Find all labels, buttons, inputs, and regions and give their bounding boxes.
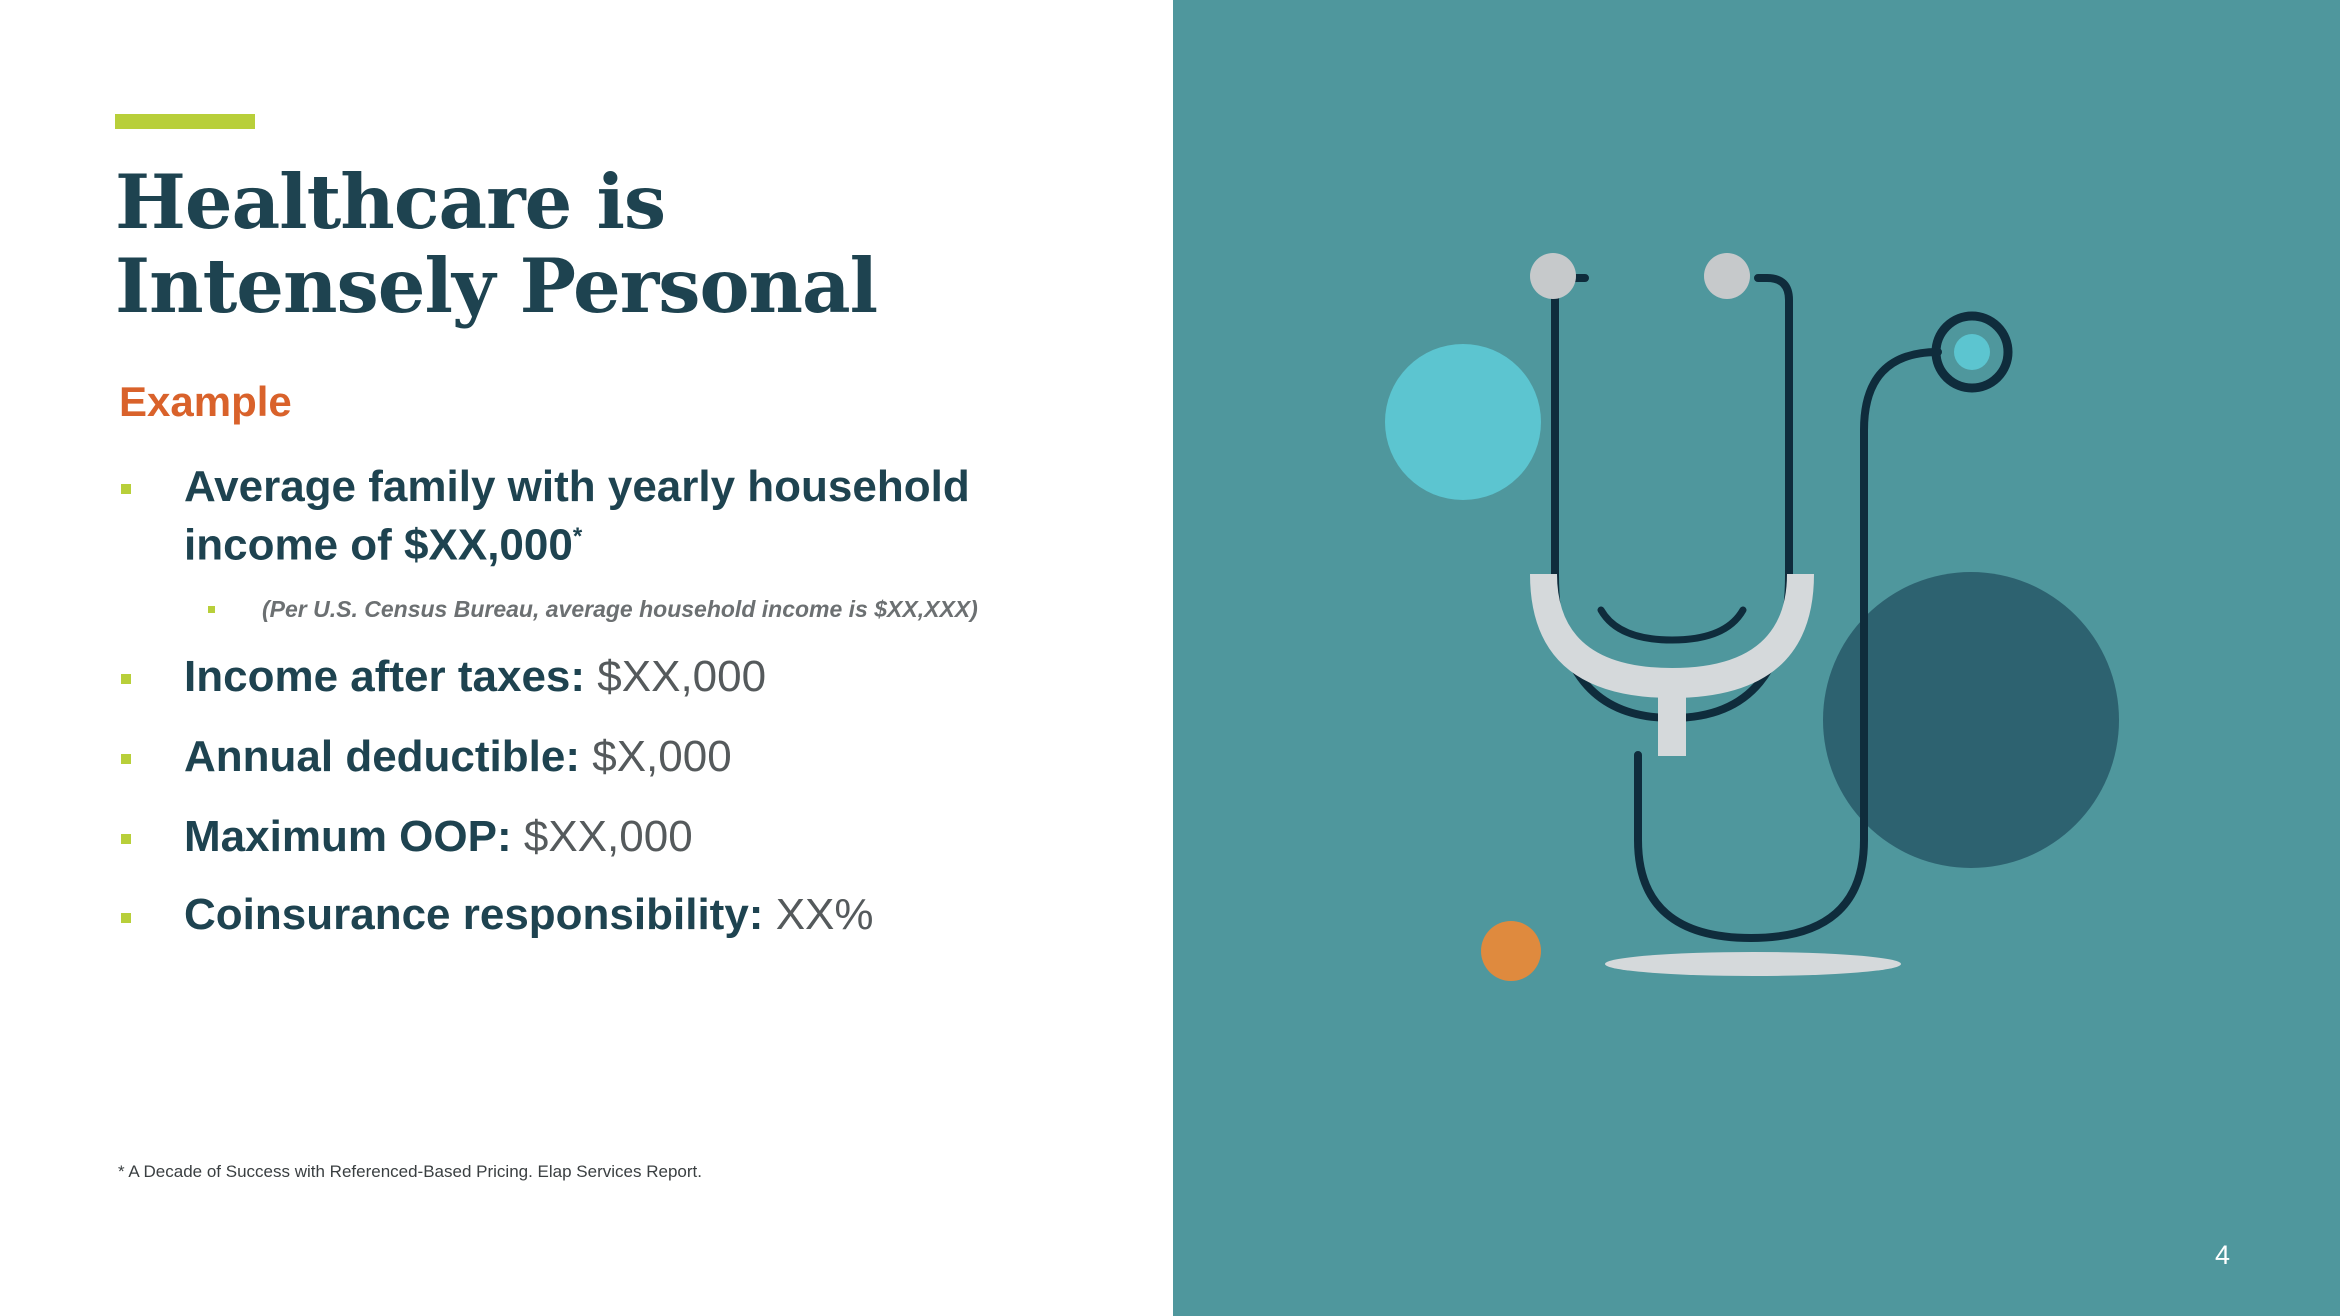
bullet-text: Average family with yearly household inc… <box>184 462 970 571</box>
orange-dot <box>1481 921 1541 981</box>
bullet-line-1: Average family with yearly household <box>184 462 970 511</box>
bullet-text: Annual deductible: $X,000 <box>184 732 732 782</box>
slide-content-panel: Healthcare is Intensely Personal Example… <box>115 114 978 1181</box>
bullet-value: $XX,000 <box>523 812 693 861</box>
bullet-label: Annual deductible: <box>184 732 580 781</box>
bullet-label: Maximum OOP: <box>184 812 512 861</box>
bullet-value: XX% <box>775 890 874 939</box>
bullet-text: Income after taxes: $XX,000 <box>184 652 766 702</box>
bullet-square-icon <box>121 674 131 684</box>
stethoscope-illustration <box>1385 253 2119 981</box>
bullet-value: $X,000 <box>592 732 732 781</box>
sub-bullet-square-icon <box>208 606 215 613</box>
page-number: 4 <box>2214 1240 2230 1270</box>
bullet-value: $XX,000 <box>585 652 767 701</box>
slide-title-line-1: Healthcare is <box>115 158 666 246</box>
footnote: * A Decade of Success with Referenced-Ba… <box>118 1162 702 1181</box>
bullet-square-icon <box>121 834 131 844</box>
light-blue-circle <box>1385 344 1541 500</box>
footnote-marker: * <box>572 523 583 550</box>
slide-title: Healthcare is Intensely Personal <box>115 158 878 330</box>
bullet-text: Coinsurance responsibility: XX% <box>184 890 874 940</box>
stethoscope-icon <box>1530 253 2013 943</box>
title-accent-bar <box>115 114 255 129</box>
bullet-label: Income after taxes: <box>184 652 586 701</box>
slide-title-line-2: Intensely Personal <box>115 242 878 330</box>
illustration-panel: 4 <box>1173 0 2340 1316</box>
shadow-ellipse <box>1605 952 1901 976</box>
bullet-square-icon <box>121 913 131 923</box>
bullet-label: Coinsurance responsibility: <box>184 890 764 939</box>
example-subhead: Example <box>119 378 292 425</box>
bullet-text: Maximum OOP: $XX,000 <box>184 812 693 862</box>
sub-bullet-text: (Per U.S. Census Bureau, average househo… <box>262 596 978 622</box>
dark-teal-circle <box>1823 572 2119 868</box>
bullet-line-2: income of $XX,000 <box>184 520 573 570</box>
bullet-square-icon <box>121 754 131 764</box>
bullet-square-icon <box>121 484 131 494</box>
